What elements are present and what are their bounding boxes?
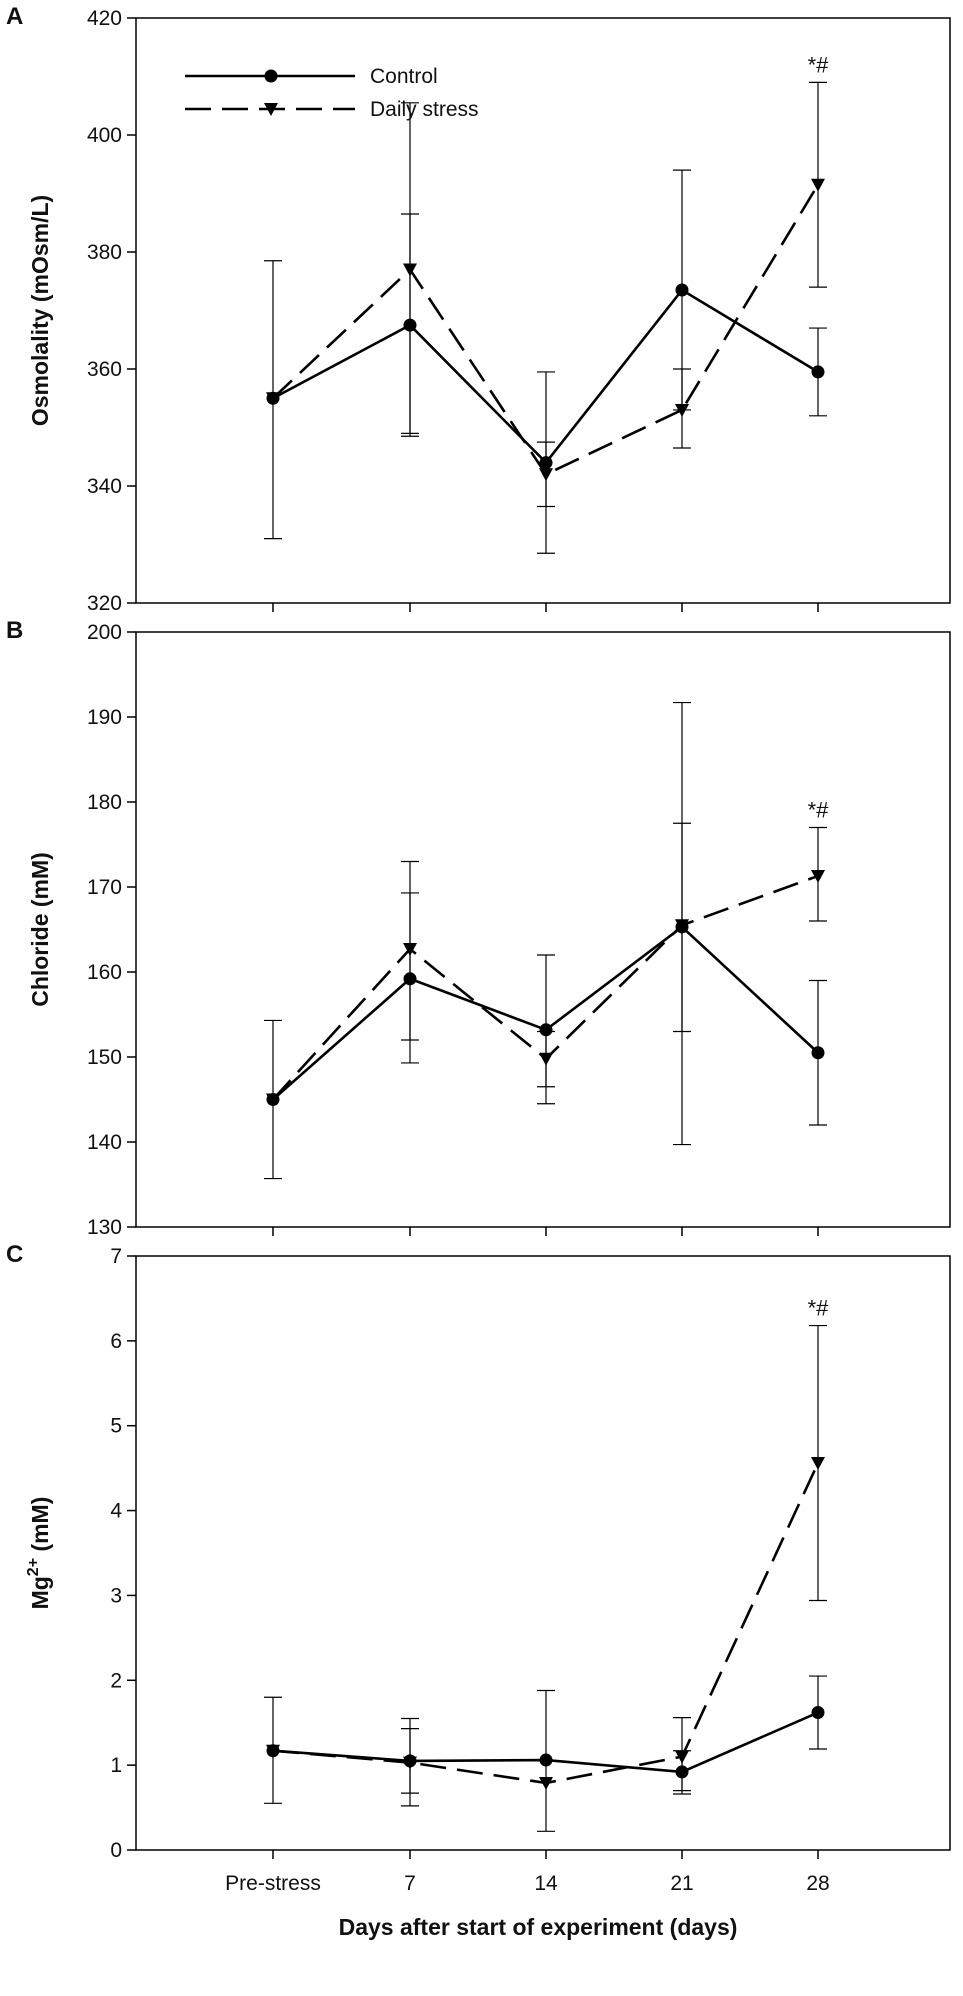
significance-annotation: *# (808, 1296, 830, 1321)
x-tick-label: 14 (534, 1872, 558, 1895)
y-tick-label: 380 (87, 241, 122, 264)
y-axis-title-unit: (mM) (27, 1497, 53, 1558)
y-tick-label: 1 (110, 1754, 122, 1777)
data-point-daily-stress (266, 1744, 280, 1758)
data-point-daily-stress (675, 403, 689, 417)
y-tick-label: 360 (87, 358, 122, 381)
data-point-control (539, 1023, 553, 1037)
y-tick-label: 170 (87, 876, 122, 899)
legend-label: Daily stress (370, 98, 479, 121)
y-axis-title-main: Mg (27, 1576, 53, 1609)
data-point-daily-stress (403, 263, 417, 277)
data-point-daily-stress (539, 468, 553, 482)
y-tick-label: 420 (87, 7, 122, 30)
significance-annotation: *# (808, 798, 830, 823)
data-point-daily-stress (811, 178, 825, 192)
data-point-daily-stress (539, 1776, 553, 1790)
data-point-daily-stress (811, 1457, 825, 1471)
y-axis-title-superscript: 2+ (25, 1558, 42, 1576)
series-line-daily-stress (272, 184, 820, 476)
legend-marker-control (264, 69, 278, 83)
x-tick-label: 21 (670, 1872, 693, 1895)
data-point-control (539, 1753, 553, 1767)
y-tick-label: 150 (87, 1046, 122, 1069)
plot-frame (135, 631, 951, 1228)
x-tick-label: 28 (806, 1872, 829, 1895)
data-point-daily-stress (675, 1750, 689, 1764)
y-tick-label: 7 (110, 1245, 122, 1268)
data-point-daily-stress (539, 1052, 553, 1066)
y-tick-label: 180 (87, 791, 122, 814)
panel-C: 0 1 2 3 4 5 6 7 Pre-stress 7 14 21 28 C Mg2+ (mM) *# Day… (6, 1241, 951, 1940)
panel-B: 130 140 150 160 170 180 190 200 B Chloride (mM) *# (6, 617, 951, 1239)
y-tick-label: 130 (87, 1216, 122, 1239)
legend-marker-daily-stress (264, 103, 278, 116)
data-point-daily-stress (266, 392, 280, 406)
y-tick-label: 200 (87, 621, 122, 644)
y-tick-label: 190 (87, 706, 122, 729)
legend-label: Control (370, 65, 438, 88)
data-point-daily-stress (266, 1093, 280, 1107)
data-point-daily-stress (403, 943, 417, 957)
x-axis-title: Days after start of experiment (days) (339, 1914, 738, 1940)
y-tick-label: 5 (110, 1415, 122, 1438)
legend: Control Daily stress (185, 65, 479, 121)
data-point-daily-stress (811, 869, 825, 883)
plot-frame (135, 17, 951, 604)
y-tick-label: 0 (110, 1839, 122, 1862)
x-tick-label: Pre-stress (225, 1872, 321, 1895)
x-tick-label: 7 (404, 1872, 416, 1895)
y-tick-label: 6 (110, 1330, 122, 1353)
y-tick-label: 160 (87, 961, 122, 984)
significance-annotation: *# (808, 52, 830, 77)
y-tick-label: 3 (110, 1584, 122, 1607)
y-tick-label: 4 (110, 1500, 122, 1523)
data-point-control (675, 283, 689, 297)
y-tick-label: 140 (87, 1131, 122, 1154)
data-point-control (811, 1706, 825, 1720)
y-axis-title: Chloride (mM) (27, 852, 53, 1007)
data-point-daily-stress (675, 919, 689, 933)
y-axis-title: Osmolality (mOsm/L) (27, 195, 53, 426)
y-tick-label: 400 (87, 124, 122, 147)
y-tick-label: 320 (87, 592, 122, 615)
plot-frame (135, 1255, 951, 1851)
data-point-control (811, 1046, 825, 1060)
y-tick-label: 2 (110, 1669, 122, 1692)
panel-letter: A (6, 3, 23, 30)
y-axis-title: Mg2+ (mM) (25, 1497, 53, 1610)
panel-A: 320 340 360 380 400 420 A Osmolality (mOsm/L) *#… (6, 3, 951, 615)
panel-letter: C (6, 1241, 23, 1268)
panel-letter: B (6, 617, 23, 644)
y-tick-label: 340 (87, 475, 122, 498)
data-point-control (811, 365, 825, 379)
data-point-daily-stress (403, 1756, 417, 1770)
